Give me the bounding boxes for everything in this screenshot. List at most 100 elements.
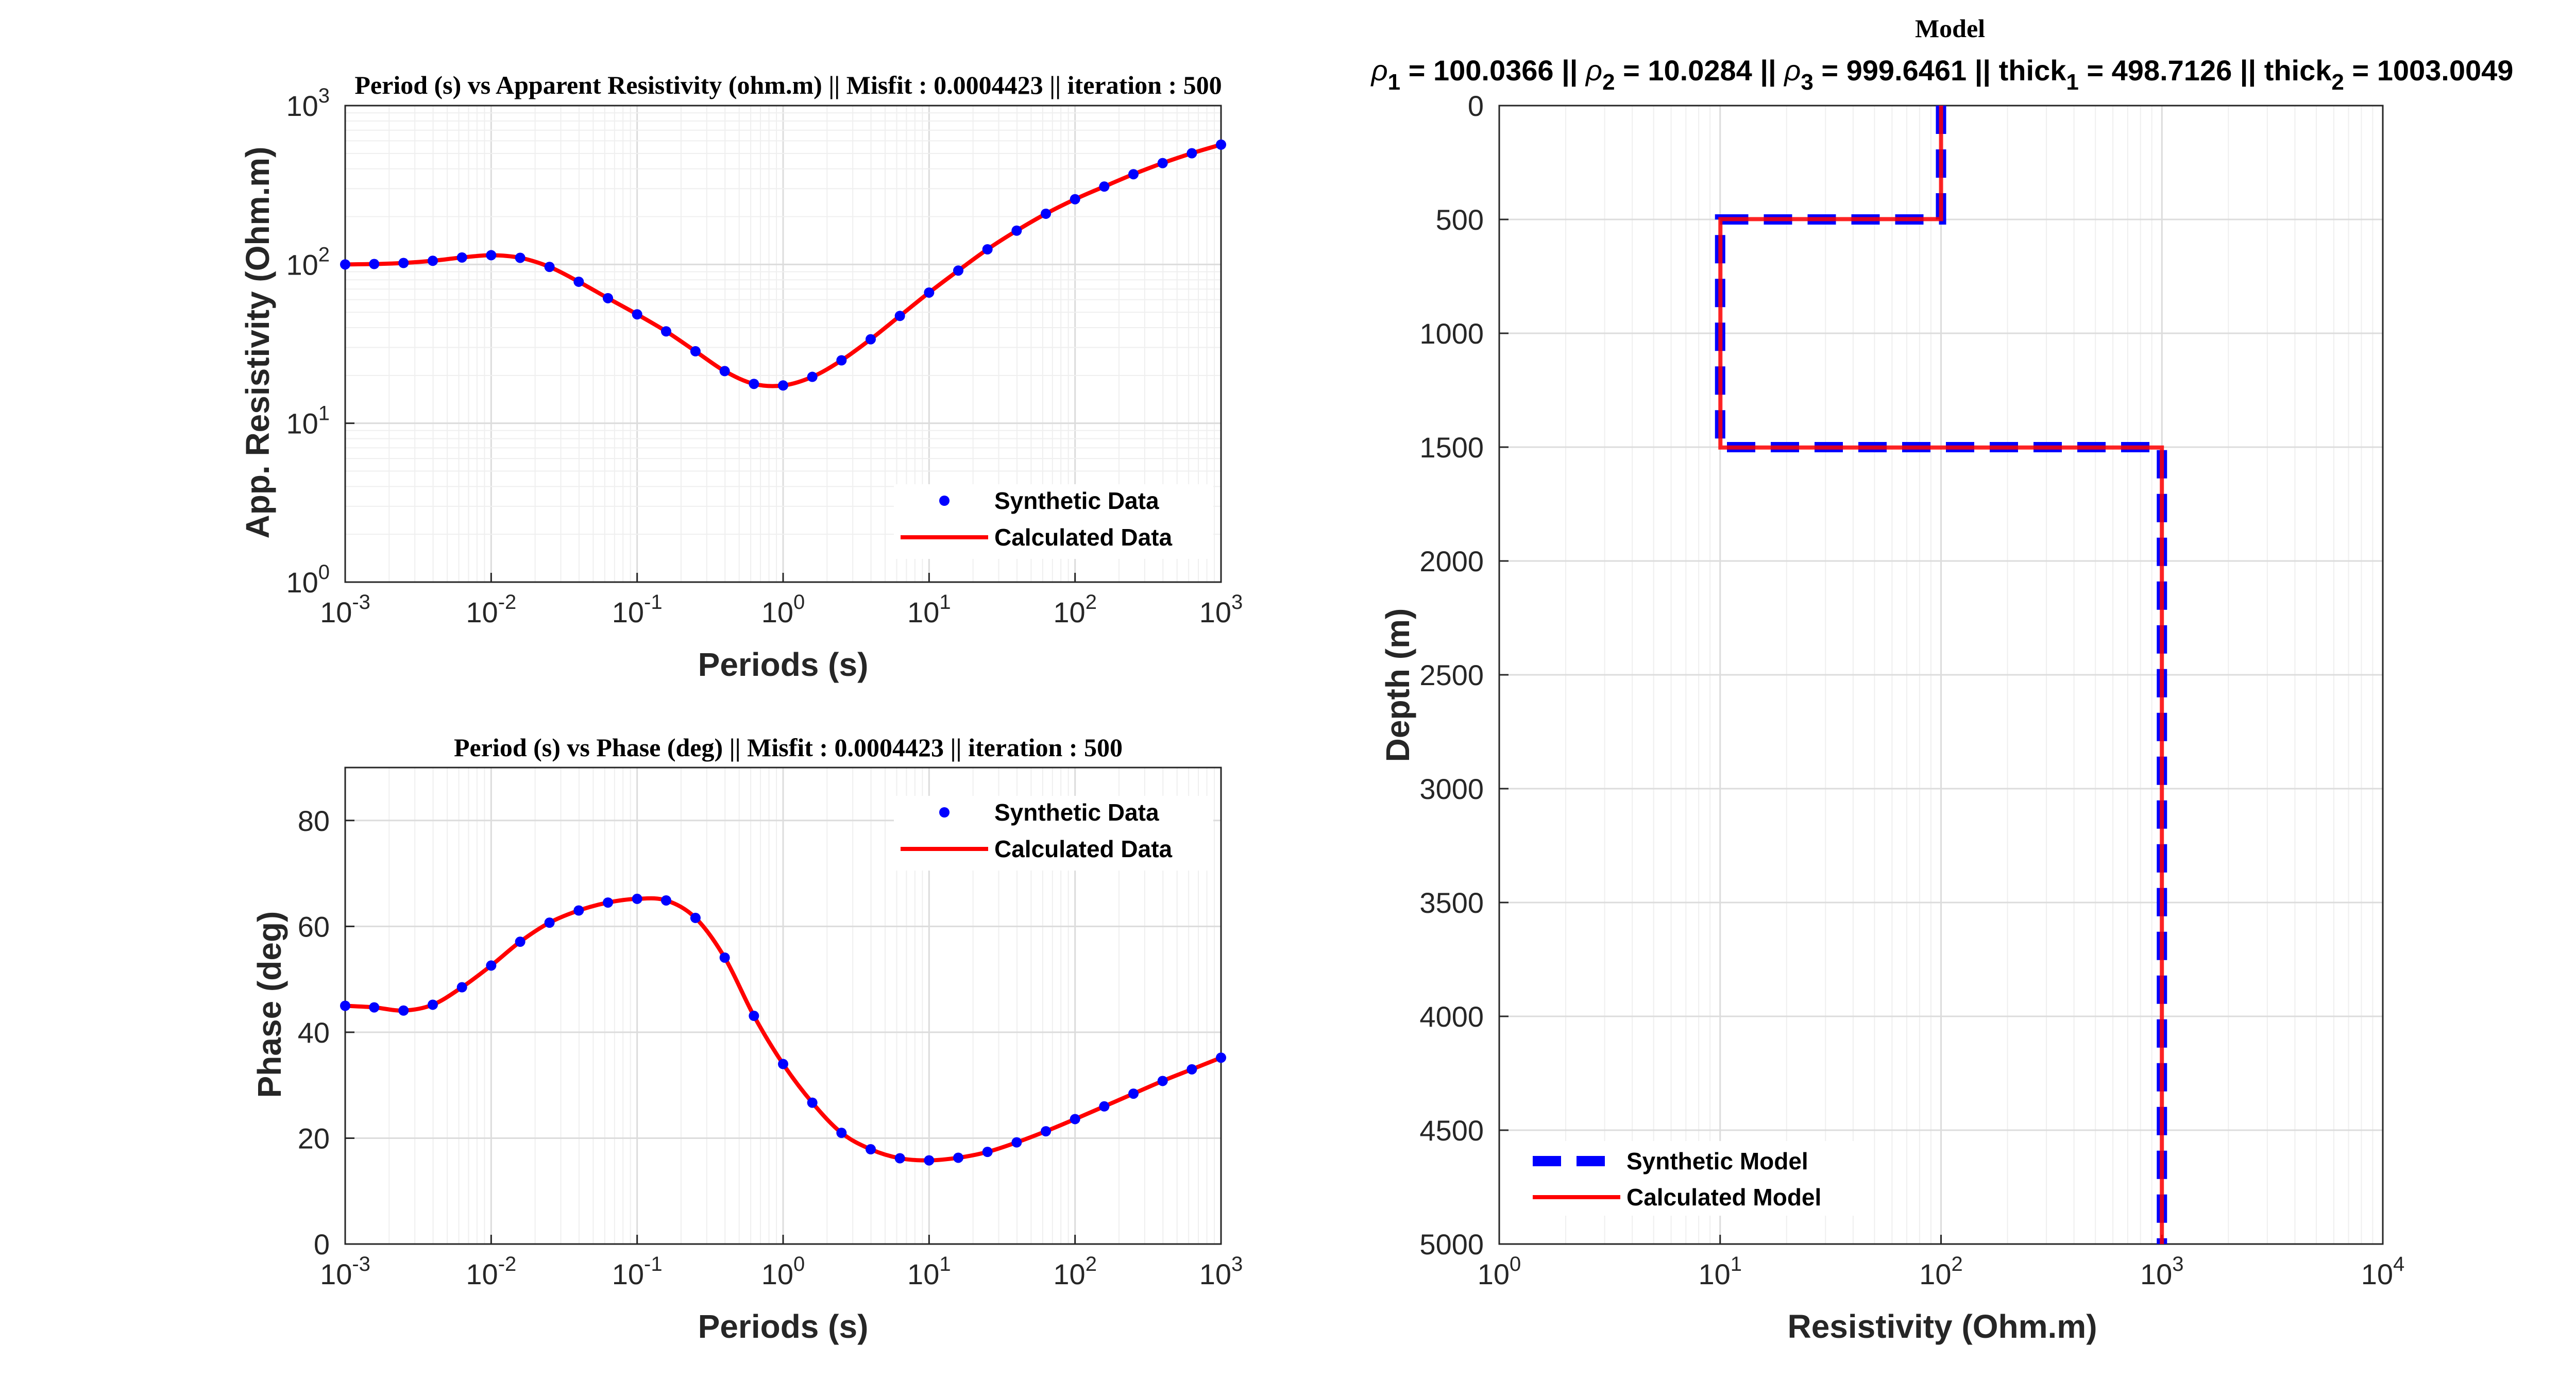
resistivity-synthetic-point: [340, 259, 350, 270]
model-plot: Model ρ1 = 100.0366 || ρ2 = 10.0284 || ρ…: [1370, 14, 2514, 1345]
model-legend-synthetic-label: Synthetic Model: [1626, 1148, 1808, 1174]
phase-synthetic-point: [894, 1153, 905, 1164]
resistivity-synthetic-point: [456, 252, 467, 263]
model-y-tick-label: 2000: [1419, 545, 1484, 577]
phase-synthetic-point: [632, 893, 642, 904]
phase-synthetic-point: [427, 999, 438, 1010]
model-axes: [1498, 105, 2384, 1245]
model-parameters-subtitle: ρ1 = 100.0366 || ρ2 = 10.0284 || ρ3 = 99…: [1370, 54, 2514, 95]
model-y-tick-label: 5000: [1419, 1228, 1484, 1261]
phase-synthetic-point: [340, 1000, 350, 1011]
phase-y-tick-label: 0: [314, 1228, 330, 1261]
model-y-tick-label: 500: [1436, 203, 1484, 236]
phase-synthetic-point: [544, 917, 555, 928]
model-x-tick-label: 104: [2361, 1253, 2405, 1290]
phase-synthetic-point: [982, 1147, 993, 1157]
phase-synthetic-point: [778, 1059, 788, 1069]
resistivity-synthetic-point: [486, 250, 497, 261]
phase-legend-synthetic-marker: [939, 807, 950, 818]
resistivity-synthetic-point: [1099, 181, 1110, 192]
resistivity-synthetic-point: [632, 309, 642, 320]
resistivity-title: Period (s) vs Apparent Resistivity (ohm.…: [354, 71, 1222, 99]
resistivity-x-tick-label: 102: [1053, 591, 1097, 628]
resistivity-synthetic-point: [515, 252, 526, 263]
resistivity-synthetic-point: [660, 326, 671, 337]
resistivity-synthetic-point: [778, 380, 788, 391]
phase-synthetic-point: [486, 960, 497, 971]
phase-synthetic-point: [953, 1152, 964, 1163]
resistivity-x-axis-label: Periods (s): [698, 646, 869, 683]
resistivity-legend-calculated-label: Calculated Data: [994, 524, 1173, 551]
model-x-tick-label: 100: [1478, 1253, 1521, 1290]
resistivity-y-tick-label: 100: [286, 561, 330, 599]
resistivity-synthetic-point: [894, 311, 905, 321]
phase-legend-calculated-label: Calculated Data: [994, 836, 1173, 862]
resistivity-synthetic-point: [1157, 158, 1168, 168]
resistivity-synthetic-point: [427, 256, 438, 266]
model-y-tick-label: 0: [1468, 90, 1484, 122]
phase-x-tick-label: 10-2: [466, 1253, 516, 1290]
resistivity-synthetic-point: [982, 244, 993, 254]
model-data-layer: [1715, 106, 2167, 1244]
phase-synthetic-point: [1099, 1101, 1110, 1112]
resistivity-x-tick-label: 103: [1199, 591, 1243, 628]
resistivity-synthetic-point: [865, 334, 876, 345]
model-y-tick-label: 1500: [1419, 431, 1484, 464]
phase-synthetic-point: [749, 1011, 759, 1022]
resistivity-synthetic-point: [836, 355, 847, 366]
resistivity-y-axis-label: App. Resistivity (Ohm.m): [239, 147, 276, 539]
resistivity-synthetic-point: [398, 258, 409, 268]
model-x-tick-label: 101: [1698, 1253, 1742, 1290]
resistivity-synthetic-point: [924, 287, 935, 298]
phase-synthetic-point: [865, 1144, 876, 1155]
phase-title: Period (s) vs Phase (deg) || Misfit : 0.…: [454, 733, 1123, 762]
phase-synthetic-point: [1187, 1064, 1197, 1075]
phase-synthetic-point: [573, 905, 584, 916]
phase-x-tick-label: 103: [1199, 1253, 1243, 1290]
model-title: Model: [1915, 14, 1985, 43]
phase-synthetic-point: [719, 952, 730, 963]
resistivity-x-tick-label: 10-3: [320, 591, 370, 628]
phase-synthetic-point: [515, 937, 526, 947]
phase-synthetic-point: [456, 982, 467, 993]
phase-synthetic-point: [690, 912, 701, 923]
phase-synthetic-point: [1011, 1137, 1022, 1148]
model-legend-box: [1512, 1141, 1873, 1216]
phase-x-tick-label: 102: [1053, 1253, 1097, 1290]
phase-y-tick-label: 60: [298, 910, 330, 943]
resistivity-synthetic-point: [953, 265, 964, 276]
resistivity-x-tick-label: 100: [761, 591, 805, 628]
resistivity-synthetic-point: [1041, 208, 1052, 219]
model-y-tick-label: 4500: [1419, 1114, 1484, 1147]
model-x-tick-label: 103: [2140, 1253, 2184, 1290]
resistivity-synthetic-point: [1216, 139, 1226, 150]
phase-axes: [344, 767, 1222, 1245]
phase-x-axis-label: Periods (s): [698, 1308, 869, 1345]
resistivity-data-layer: [340, 139, 1226, 391]
phase-y-tick-label: 80: [298, 805, 330, 837]
resistivity-x-tick-label: 101: [907, 591, 951, 628]
resistivity-legend-synthetic-marker: [939, 496, 950, 506]
model-y-axis-label: Depth (m): [1379, 608, 1416, 762]
resistivity-synthetic-point: [719, 366, 730, 377]
resistivity-y-tick-label: 102: [286, 243, 330, 281]
model-legend-calculated-label: Calculated Model: [1626, 1184, 1821, 1211]
resistivity-plot: Period (s) vs Apparent Resistivity (ohm.…: [239, 71, 1226, 683]
resistivity-x-tick-label: 10-1: [612, 591, 663, 628]
model-y-tick-label: 3000: [1419, 773, 1484, 805]
phase-synthetic-point: [603, 897, 614, 908]
phase-x-tick-label: 100: [761, 1253, 805, 1290]
model-x-tick-label: 102: [1919, 1253, 1963, 1290]
model-x-axis-label: Resistivity (Ohm.m): [1787, 1308, 2097, 1345]
resistivity-synthetic-point: [1070, 194, 1080, 205]
resistivity-synthetic-point: [1128, 169, 1139, 180]
phase-plot: Period (s) vs Phase (deg) || Misfit : 0.…: [251, 733, 1226, 1345]
phase-synthetic-point: [1070, 1114, 1080, 1125]
resistivity-y-tick-label: 103: [286, 84, 330, 122]
resistivity-synthetic-point: [807, 371, 818, 382]
model-y-tick-label: 2500: [1419, 659, 1484, 691]
resistivity-synthetic-point: [603, 293, 614, 303]
phase-x-tick-label: 10-3: [320, 1253, 370, 1290]
phase-x-tick-label: 101: [907, 1253, 951, 1290]
